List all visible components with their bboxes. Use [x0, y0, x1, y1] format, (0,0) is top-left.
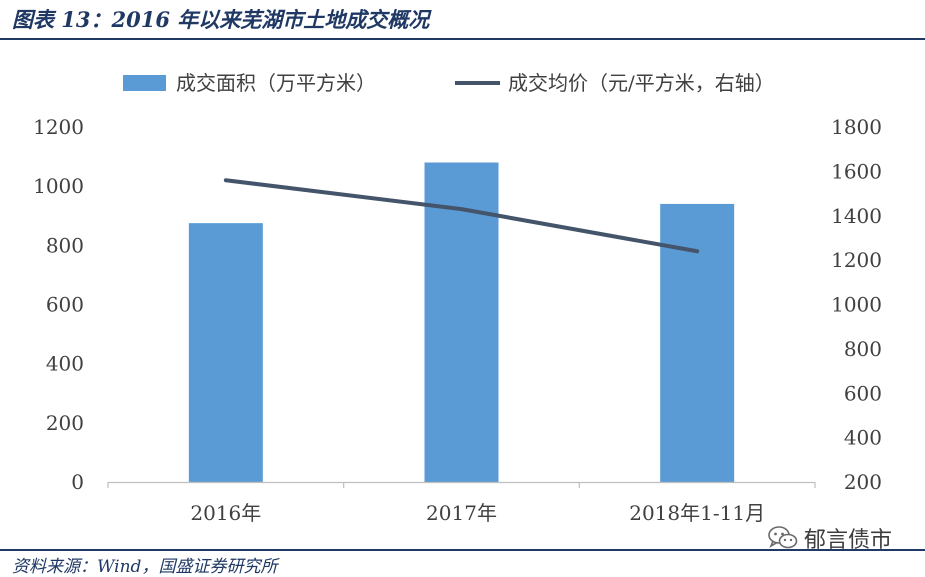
right-axis: 200 400 600 800 1000 1200 1400 1600 1800 — [831, 115, 882, 494]
left-axis-tick-label: 1000 — [33, 174, 84, 198]
right-axis-tick-label: 1200 — [831, 248, 882, 272]
right-axis-tick-label: 1000 — [831, 293, 882, 317]
left-axis-tick-label: 400 — [46, 352, 84, 376]
title-rule — [0, 38, 925, 40]
right-axis-tick-label: 1600 — [831, 159, 882, 183]
left-axis-tick-label: 0 — [71, 470, 84, 494]
legend: 成交面积（万平方米） 成交均价（元/平方米，右轴） — [123, 71, 775, 95]
right-axis-tick-label: 400 — [844, 426, 882, 450]
footer-rule — [0, 549, 925, 551]
x-axis-tick-label: 2018年1-11月 — [629, 501, 765, 525]
legend-label-bar: 成交面积（万平方米） — [176, 71, 376, 95]
wechat-icon — [768, 526, 798, 549]
legend-label-line: 成交均价（元/平方米，右轴） — [508, 71, 775, 95]
watermark: 郁言债市 — [768, 522, 892, 554]
x-axis-tick-label: 2017年 — [426, 501, 497, 525]
x-axis: 2016年 2017年 2018年1-11月 — [107, 482, 816, 525]
right-axis-tick-label: 600 — [844, 381, 882, 405]
right-axis-tick-label: 800 — [844, 337, 882, 361]
right-axis-tick-label: 200 — [844, 470, 882, 494]
bar — [424, 162, 499, 482]
line-series-path — [223, 178, 700, 254]
source-note: 资料来源：Wind，国盛证券研究所 — [12, 557, 278, 577]
watermark-label: 郁言债市 — [804, 528, 893, 553]
left-axis-tick-label: 600 — [46, 293, 84, 317]
left-axis-tick-label: 1200 — [33, 115, 84, 139]
figure-title: 图表 13：2016 年以来芜湖市土地成交概况 — [12, 7, 430, 32]
left-axis: 0 200 400 600 800 1000 1200 — [33, 115, 84, 494]
left-axis-tick-label: 800 — [46, 233, 84, 257]
line-series — [223, 178, 700, 254]
legend-swatch-bar — [123, 75, 166, 91]
right-axis-tick-label: 1400 — [831, 204, 882, 228]
right-axis-tick-label: 1800 — [831, 115, 882, 139]
bar-series — [188, 162, 735, 483]
x-axis-tick-label: 2016年 — [190, 501, 261, 525]
bar — [188, 223, 263, 483]
left-axis-tick-label: 200 — [46, 411, 84, 435]
